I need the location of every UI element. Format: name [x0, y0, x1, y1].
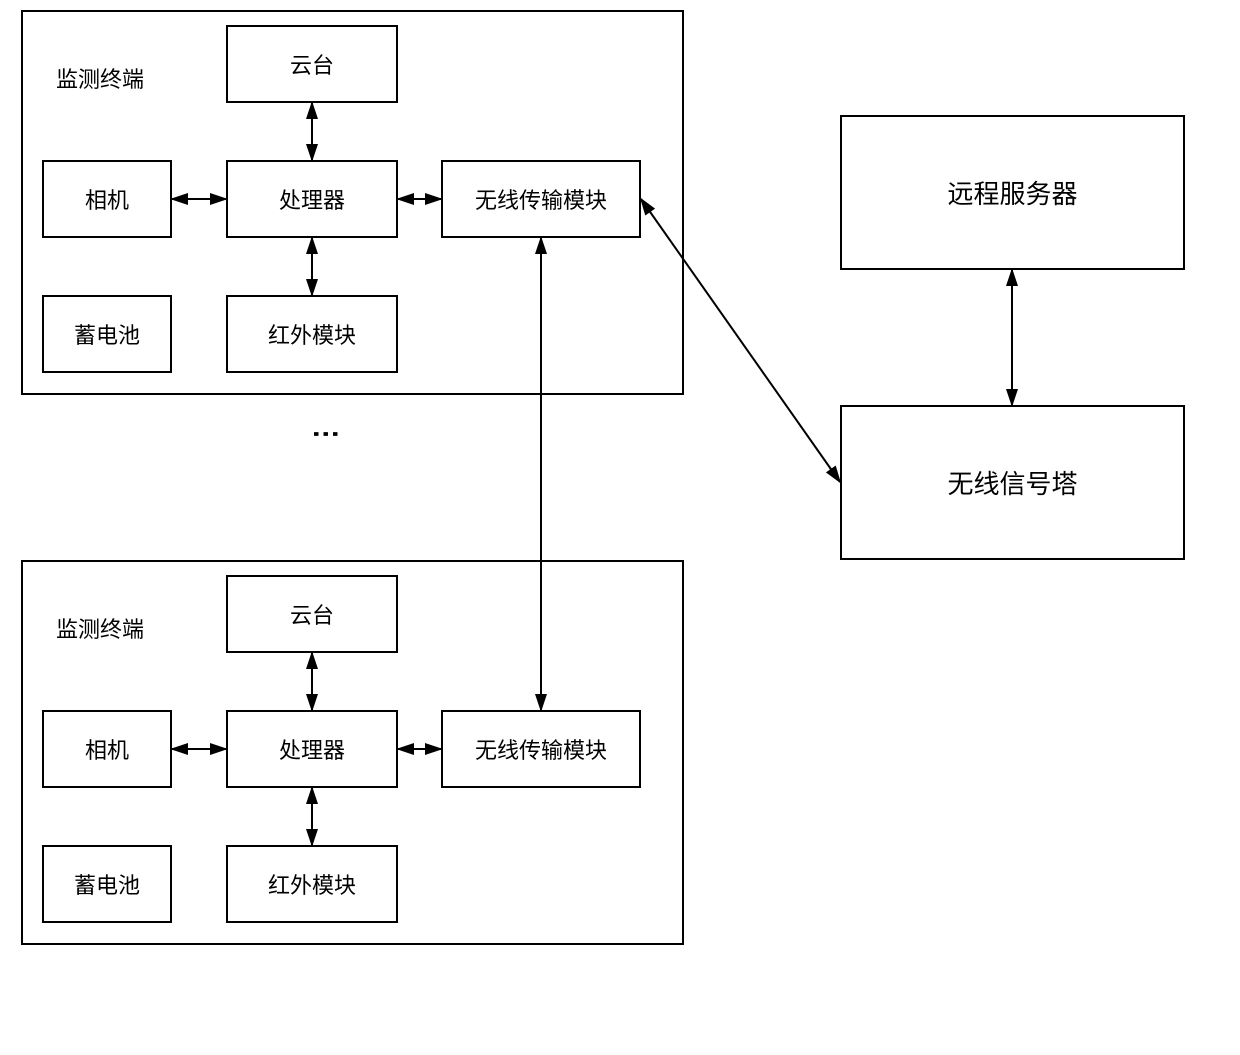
node-battery-1: 蓄电池: [42, 295, 172, 373]
terminal-2-label: 监测终端: [56, 612, 144, 644]
node-wireless-tower-text: 无线信号塔: [947, 464, 1077, 501]
node-gimbal-1: 云台: [226, 25, 398, 103]
node-wireless-2: 无线传输模块: [441, 710, 641, 788]
node-wireless-tower: 无线信号塔: [840, 405, 1185, 560]
node-gimbal-1-text: 云台: [290, 48, 334, 80]
node-wireless-1: 无线传输模块: [441, 160, 641, 238]
node-gimbal-2: 云台: [226, 575, 398, 653]
node-processor-1: 处理器: [226, 160, 398, 238]
node-battery-2: 蓄电池: [42, 845, 172, 923]
node-processor-2: 处理器: [226, 710, 398, 788]
node-camera-2-text: 相机: [85, 733, 129, 765]
terminal-1-label: 监测终端: [56, 62, 144, 94]
node-camera-1-text: 相机: [85, 183, 129, 215]
node-camera-2: 相机: [42, 710, 172, 788]
ellipsis-dots: ⋮: [310, 420, 343, 456]
node-infrared-2: 红外模块: [226, 845, 398, 923]
node-processor-2-text: 处理器: [279, 733, 345, 765]
node-battery-1-text: 蓄电池: [74, 318, 140, 350]
node-infrared-1-text: 红外模块: [268, 318, 356, 350]
node-camera-1: 相机: [42, 160, 172, 238]
node-wireless-1-text: 无线传输模块: [475, 183, 607, 215]
node-infrared-2-text: 红外模块: [268, 868, 356, 900]
node-battery-2-text: 蓄电池: [74, 868, 140, 900]
node-remote-server: 远程服务器: [840, 115, 1185, 270]
node-remote-server-text: 远程服务器: [947, 174, 1077, 211]
node-gimbal-2-text: 云台: [290, 598, 334, 630]
node-processor-1-text: 处理器: [279, 183, 345, 215]
node-infrared-1: 红外模块: [226, 295, 398, 373]
node-wireless-2-text: 无线传输模块: [475, 733, 607, 765]
